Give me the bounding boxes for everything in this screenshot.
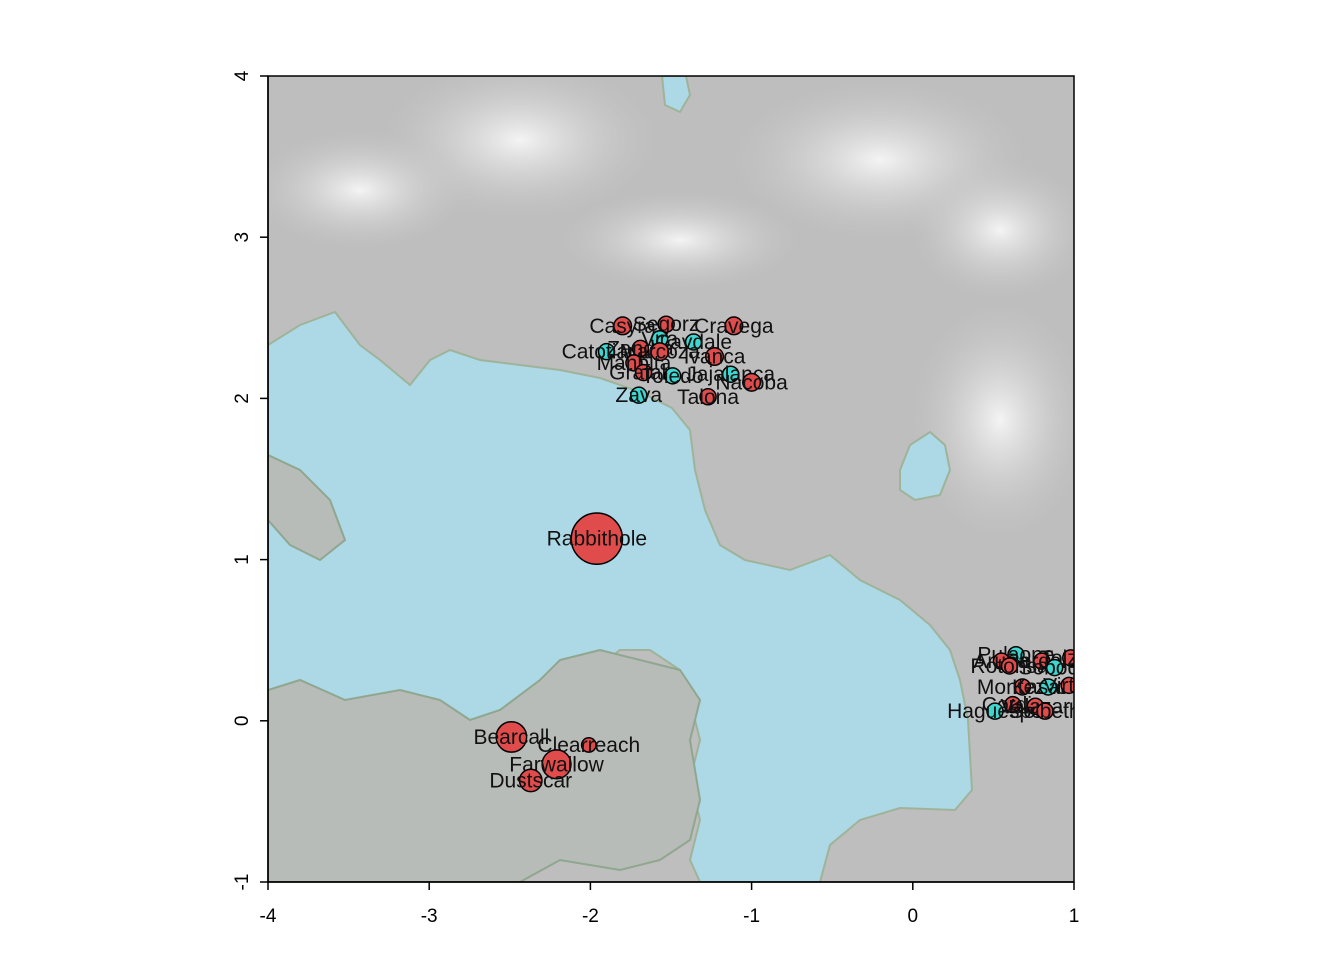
city-label: Talona: [677, 386, 739, 409]
city-label: Virtilo: [1043, 674, 1095, 697]
city-marker[interactable]: Cravega: [694, 315, 774, 338]
city-point: [699, 388, 717, 406]
city-point: [1036, 702, 1054, 720]
city-point: [541, 749, 572, 780]
city-point: [1062, 649, 1074, 667]
city-point: [663, 367, 682, 385]
city-marker[interactable]: Soboda: [1018, 657, 1091, 680]
east-lake: [899, 430, 952, 502]
city-point: [630, 386, 648, 404]
x-axis: -4 -3 -2 -1 0 1: [260, 881, 1080, 927]
city-point: [724, 316, 744, 336]
city-point: [742, 372, 762, 392]
city-point: [1039, 678, 1057, 696]
city-marker[interactable]: Rabbithole: [547, 512, 647, 565]
city-point: [634, 363, 653, 382]
city-marker[interactable]: Talona: [677, 386, 739, 409]
city-point: [580, 737, 597, 753]
city-point: [613, 316, 633, 336]
north-inlet: [660, 76, 692, 114]
y-tick-label: 3: [232, 232, 253, 243]
city-point: [570, 512, 624, 565]
city-label: Grafalo: [609, 362, 678, 385]
city-label: Vira: [641, 328, 678, 351]
city-marker[interactable]: Selbeth: [1009, 700, 1080, 723]
x-tick-label: 1: [1069, 906, 1080, 927]
city-point: [1000, 657, 1019, 675]
y-tick-label: 0: [232, 716, 253, 727]
city-marker[interactable]: Dustscar: [489, 768, 572, 793]
city-marker[interactable]: Zava: [615, 384, 662, 407]
city-point: [650, 342, 670, 362]
city-marker[interactable]: Manbita: [597, 352, 672, 375]
city-label: Toledo: [642, 365, 704, 388]
city-marker[interactable]: Tolzen: [1040, 647, 1101, 670]
city-label: Bearcall: [473, 726, 549, 749]
city-marker[interactable]: Ivanca: [684, 345, 746, 368]
city-marker[interactable]: Vira: [641, 328, 678, 351]
x-tick-label: -2: [582, 906, 599, 927]
city-point: [1045, 658, 1064, 677]
city-marker[interactable]: Segorz: [633, 313, 700, 336]
city-label: Selbeth: [1009, 700, 1080, 723]
city-point: [986, 702, 1004, 720]
city-marker[interactable]: Haguespo: [947, 700, 1043, 723]
city-marker[interactable]: Rotonsa: [970, 655, 1049, 678]
city-marker[interactable]: Bearcall: [473, 720, 549, 753]
x-tick-label: -1: [743, 906, 760, 927]
cities-layer: RabbitholeBearcallClearreachFarwallowDus…: [473, 313, 1101, 793]
city-point: [631, 339, 650, 358]
city-label: Dustscar: [489, 769, 572, 792]
city-point: [1013, 678, 1032, 696]
y-tick-label: 4: [232, 70, 253, 81]
y-tick-label: 1: [232, 554, 253, 565]
city-label: Kasatra: [1012, 676, 1085, 699]
city-label: Soboda: [1018, 657, 1091, 680]
y-axis: -1 0 1 2 3 4: [232, 70, 269, 891]
city-marker[interactable]: Casyra: [589, 315, 656, 338]
city-label: Rotonsa: [970, 655, 1049, 678]
city-label: Manbita: [597, 352, 672, 375]
x-tick-label: -4: [260, 906, 277, 927]
city-label: Nacoba: [715, 371, 788, 394]
city-label: Rabbithole: [547, 528, 647, 551]
x-tick-label: -3: [421, 906, 438, 927]
city-point: [721, 365, 740, 383]
city-point: [1003, 695, 1022, 714]
city-label: Segorz: [633, 313, 700, 336]
city-marker[interactable]: Kasatra: [1012, 676, 1085, 699]
city-point: [704, 346, 725, 367]
y-tick-label: -1: [232, 874, 253, 891]
city-label: Cravega: [694, 315, 774, 338]
city-marker[interactable]: Toledo: [642, 365, 704, 388]
map-area[interactable]: RabbitholeBearcallClearreachFarwallowDus…: [250, 60, 1101, 882]
city-point: [518, 768, 543, 793]
city-point: [597, 342, 616, 361]
city-point: [495, 720, 528, 753]
city-point: [1060, 676, 1074, 695]
y-tick-label: 2: [232, 393, 253, 404]
city-marker[interactable]: Virtilo: [1043, 674, 1095, 697]
city-marker[interactable]: Nacoba: [715, 371, 788, 394]
city-point: [684, 333, 703, 351]
land-islands: [268, 453, 702, 882]
x-tick-label: 0: [908, 906, 919, 927]
city-label: Haguespo: [947, 700, 1043, 723]
city-point: [657, 315, 675, 333]
city-marker[interactable]: Grafalo: [609, 362, 678, 385]
city-label: Zava: [615, 384, 662, 407]
city-label: Ivanca: [684, 345, 746, 368]
city-label: Casyra: [589, 315, 656, 338]
